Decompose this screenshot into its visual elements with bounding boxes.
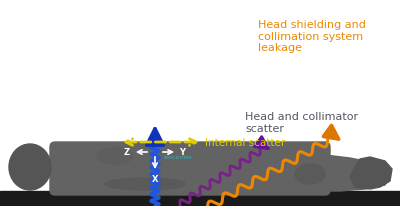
Ellipse shape [295, 164, 325, 184]
Text: isocenter: isocenter [163, 154, 192, 159]
Text: Z: Z [124, 148, 130, 157]
Polygon shape [48, 150, 390, 191]
Text: Y: Y [179, 148, 185, 157]
Text: Head and collimator
scatter: Head and collimator scatter [245, 111, 358, 133]
Text: Internal scatter: Internal scatter [205, 137, 285, 147]
Ellipse shape [105, 178, 185, 190]
Ellipse shape [9, 144, 51, 190]
Polygon shape [350, 157, 392, 189]
Ellipse shape [58, 151, 102, 171]
Bar [95, 202, 215, 206]
Polygon shape [43, 161, 62, 174]
Text: X: X [152, 174, 158, 183]
FancyBboxPatch shape [50, 142, 330, 195]
Bar [0, 191, 400, 206]
Text: Head shielding and
collimation system
leakage: Head shielding and collimation system le… [258, 20, 366, 53]
Ellipse shape [98, 148, 132, 164]
